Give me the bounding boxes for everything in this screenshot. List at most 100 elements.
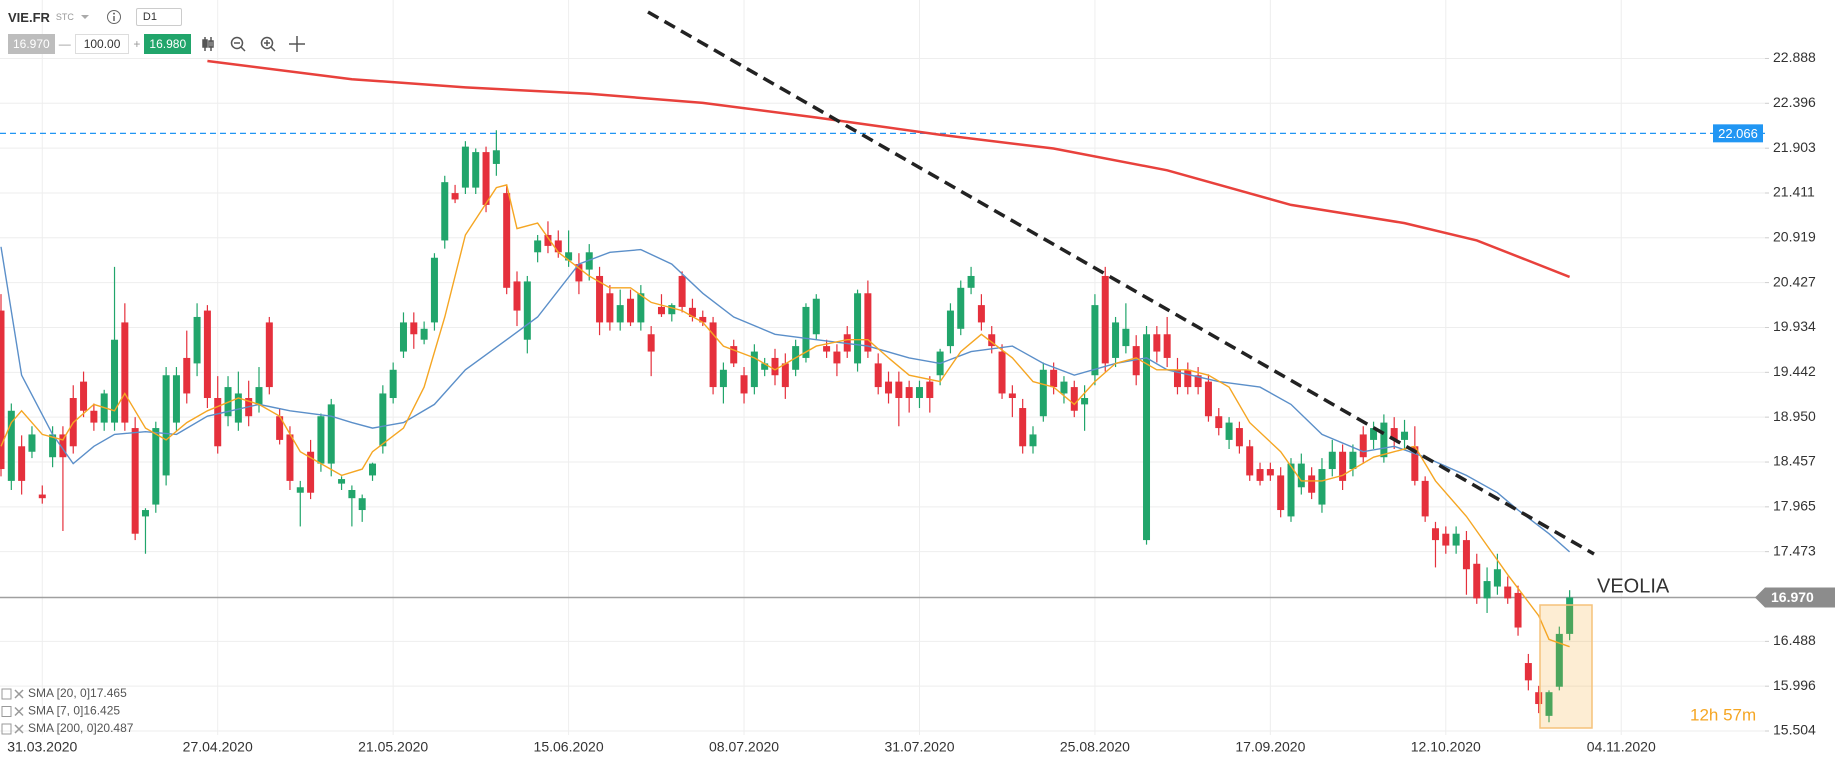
ask[interactable]: 16.980: [144, 34, 192, 54]
move-icon[interactable]: [289, 36, 306, 52]
candle-body: [1431, 528, 1439, 541]
candle-body: [647, 334, 655, 352]
candle-body: [1215, 416, 1223, 429]
countdown: 12h 57m: [1690, 705, 1756, 724]
candle-body: [255, 387, 263, 405]
legend-remove-icon: [14, 706, 24, 717]
minus[interactable]: —: [58, 37, 71, 51]
legend: SMA [20, 0]17.465 SMA [7, 0]16.425 SMA [20…: [1, 686, 134, 735]
candle-body: [38, 494, 46, 499]
zoom-in-icon[interactable]: [260, 36, 276, 52]
candle-body: [885, 381, 893, 394]
candle-body: [1246, 446, 1254, 476]
price-axis-panel: [1765, 0, 1835, 764]
candle-body: [1493, 569, 1501, 587]
candle-body: [1019, 408, 1027, 447]
candle-body: [1204, 381, 1212, 417]
candle-body: [688, 307, 696, 317]
candle-body: [565, 252, 573, 261]
candle-body: [1555, 633, 1563, 687]
trend-line: [647, 10, 1595, 556]
candle-body: [265, 322, 273, 388]
y-tick-label: 15.996: [1773, 677, 1816, 693]
bid[interactable]: 16.970: [8, 34, 55, 54]
candle-body: [49, 434, 57, 458]
candle-body: [1091, 305, 1099, 376]
candle-body: [616, 305, 624, 323]
legend-menu-icon: [1, 723, 12, 735]
candle-body: [1173, 369, 1181, 388]
candle-body: [1504, 586, 1512, 599]
candle-body: [678, 275, 686, 307]
candle-body: [1411, 446, 1419, 481]
candle-body: [1473, 563, 1481, 599]
y-tick-label: 17.965: [1773, 498, 1816, 514]
indicator-line: [0, 184, 1570, 648]
candle-body: [441, 182, 449, 241]
candle-body: [627, 298, 635, 323]
dropdown-caret[interactable]: [80, 13, 90, 21]
candle-body: [1370, 428, 1378, 440]
y-tick-label: 18.950: [1773, 408, 1816, 424]
candle-body: [234, 393, 242, 423]
legend-entry: SMA [20, 0]17.465: [28, 686, 127, 700]
info-icon[interactable]: [106, 9, 122, 25]
candle-body: [730, 346, 738, 364]
volume[interactable]: 100.00: [74, 34, 130, 54]
candle-body: [1184, 369, 1192, 388]
candle-body: [915, 387, 923, 399]
y-tick-label: 21.903: [1773, 139, 1816, 155]
candle-body: [1524, 663, 1532, 681]
candle-body: [823, 346, 831, 352]
zoom-out-icon[interactable]: [230, 36, 246, 52]
candle-body: [214, 398, 222, 447]
candle-body: [90, 410, 98, 423]
candle-body: [1070, 387, 1078, 411]
candle-body: [864, 293, 872, 352]
candle-body: [1421, 480, 1429, 517]
candle-body: [998, 351, 1006, 394]
toolbar-row: 16.970 — 100.00 + 16.980: [8, 34, 321, 54]
candle-body: [854, 293, 862, 364]
legend-name: SMA [20, 0]: [28, 686, 90, 700]
candle-body: [1462, 540, 1470, 570]
y-tick-label: 17.473: [1773, 542, 1816, 558]
candle-body: [657, 306, 665, 315]
candle-body: [719, 369, 727, 388]
candle-body: [451, 193, 459, 200]
candle-body: [957, 287, 965, 329]
y-tick-label: 19.934: [1773, 318, 1816, 334]
grid-layer: [0, 0, 1765, 735]
candle-body: [1060, 381, 1068, 394]
instrument-name: VEOLIA: [1597, 575, 1670, 597]
candle-body: [874, 363, 882, 388]
candle-body: [141, 510, 149, 517]
interval-select[interactable]: D1: [135, 8, 182, 26]
candle-body: [1050, 369, 1058, 388]
candle-body: [430, 257, 438, 323]
toolbar: VIE.FR STC D1 16.970 — 100.00 + 16.980: [0, 0, 340, 60]
candle-body: [1442, 533, 1450, 546]
symbol[interactable]: VIE.FR: [8, 9, 50, 25]
legend-entry: SMA [200, 0]20.487: [28, 721, 134, 735]
plus[interactable]: +: [133, 37, 141, 51]
candle-body: [482, 152, 490, 205]
candle-body: [967, 275, 975, 288]
legend-menu-icon: [1, 706, 12, 717]
candle-body: [1235, 428, 1243, 447]
candle-body: [1545, 692, 1553, 716]
candle-body: [327, 404, 335, 464]
candle-body: [977, 305, 985, 323]
candle-body: [461, 146, 469, 188]
candles-icon[interactable]: [202, 37, 214, 51]
candle-body: [1122, 328, 1130, 347]
candle-body: [1390, 428, 1398, 440]
candle-body: [781, 363, 789, 388]
x-tick-label: 08.07.2020: [709, 739, 779, 755]
candle-body: [905, 387, 913, 399]
legend-menu-icon: [1, 688, 12, 700]
candle-body: [172, 375, 180, 423]
legend-last-value: 16.425: [83, 704, 120, 718]
legend-remove-icon: [14, 689, 24, 699]
x-tick-label: 27.04.2020: [183, 739, 253, 755]
